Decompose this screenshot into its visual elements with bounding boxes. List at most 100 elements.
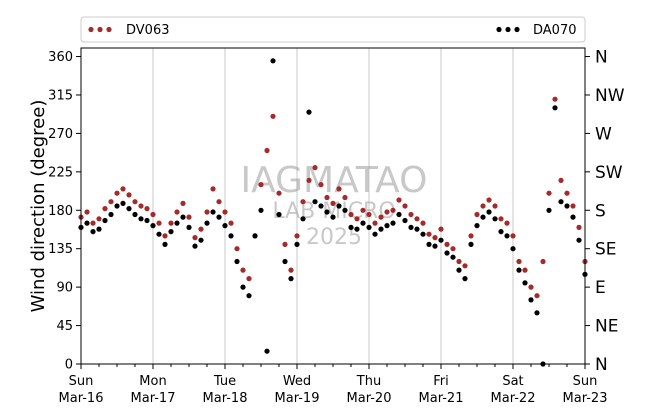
data-point (96, 226, 102, 232)
data-point (150, 223, 156, 229)
legend-label-dv063: DV063 (126, 23, 170, 38)
data-point (180, 200, 186, 206)
data-point (396, 197, 402, 203)
data-point (438, 226, 444, 232)
data-point (222, 223, 228, 229)
series-da070 (78, 58, 588, 367)
data-point (462, 263, 468, 269)
data-point (468, 233, 474, 239)
compass-label: N (595, 355, 608, 375)
data-point (474, 211, 480, 218)
data-point (480, 203, 486, 209)
data-point (168, 220, 174, 226)
data-point (84, 220, 90, 226)
y-tick-label: 90 (56, 281, 73, 296)
data-point (420, 231, 426, 237)
data-point (564, 203, 570, 209)
data-point (270, 113, 276, 119)
data-point (162, 241, 168, 247)
data-point (282, 241, 288, 247)
data-point (174, 209, 180, 215)
data-point (216, 199, 222, 205)
data-point (132, 211, 138, 218)
data-point (528, 284, 534, 290)
x-tick-label: Thu (356, 374, 381, 389)
data-point (258, 182, 264, 188)
x-tick-label: Mar-23 (563, 391, 608, 406)
x-tick-label: Wed (283, 374, 311, 389)
x-tick-label: Mar-20 (347, 391, 392, 406)
data-point (210, 209, 216, 215)
data-point (156, 220, 162, 226)
data-point (504, 220, 510, 226)
data-point (534, 293, 540, 299)
data-point (240, 267, 246, 273)
data-point (192, 235, 198, 241)
data-point (204, 220, 210, 226)
data-point (354, 216, 360, 222)
data-point (342, 194, 348, 201)
data-point (372, 231, 378, 237)
data-point (576, 237, 582, 243)
data-point (90, 229, 96, 235)
data-point (462, 276, 468, 282)
data-point (426, 231, 432, 237)
data-point (372, 220, 378, 226)
data-point (348, 211, 354, 218)
x-tick-label: Mar-17 (131, 391, 176, 406)
data-point (552, 105, 558, 111)
y-axis-label: Wind direction (degree) (28, 100, 49, 313)
y-tick-label: 315 (48, 88, 73, 103)
data-point (144, 206, 150, 212)
data-point (108, 199, 114, 205)
data-point (450, 254, 456, 260)
data-point (540, 258, 546, 265)
data-point (240, 284, 246, 290)
data-point (378, 214, 384, 220)
data-point (564, 190, 570, 196)
data-point (510, 246, 516, 252)
x-tick-label: Mon (139, 374, 166, 389)
data-point (234, 246, 240, 252)
data-point (516, 267, 522, 273)
data-point (324, 209, 330, 215)
data-point (246, 276, 252, 282)
data-point (114, 203, 120, 209)
data-point (432, 243, 438, 249)
data-point (402, 203, 408, 209)
legend-marker-dv063 (97, 26, 103, 33)
watermark-text: IAGMATAO (241, 160, 428, 201)
data-point (558, 177, 564, 183)
data-point (198, 226, 204, 232)
data-point (336, 186, 342, 192)
data-point (84, 209, 90, 215)
data-point (222, 209, 228, 215)
x-tick-label: Mar-19 (275, 391, 320, 406)
compass-label: SE (595, 240, 617, 260)
data-point (318, 182, 324, 188)
data-point (348, 224, 354, 230)
data-point (270, 58, 276, 64)
data-point (456, 258, 462, 265)
data-point (438, 237, 444, 243)
data-point (168, 229, 174, 235)
data-point (492, 203, 498, 209)
data-point (504, 233, 510, 239)
data-point (522, 267, 528, 273)
data-point (126, 206, 132, 212)
x-tick-label: Fri (433, 374, 449, 389)
data-point (264, 147, 270, 154)
data-point (228, 220, 234, 226)
compass-label: E (595, 278, 606, 298)
x-tick-label: Mar-21 (419, 391, 464, 406)
series-dv063 (78, 96, 588, 299)
data-point (330, 200, 336, 206)
compass-label: SW (595, 163, 623, 183)
x-tick-label: Sat (502, 374, 523, 389)
data-point (120, 200, 126, 206)
data-point (480, 214, 486, 220)
data-point (576, 224, 582, 230)
data-point (228, 233, 234, 239)
data-point (384, 209, 390, 215)
data-point (120, 186, 126, 192)
